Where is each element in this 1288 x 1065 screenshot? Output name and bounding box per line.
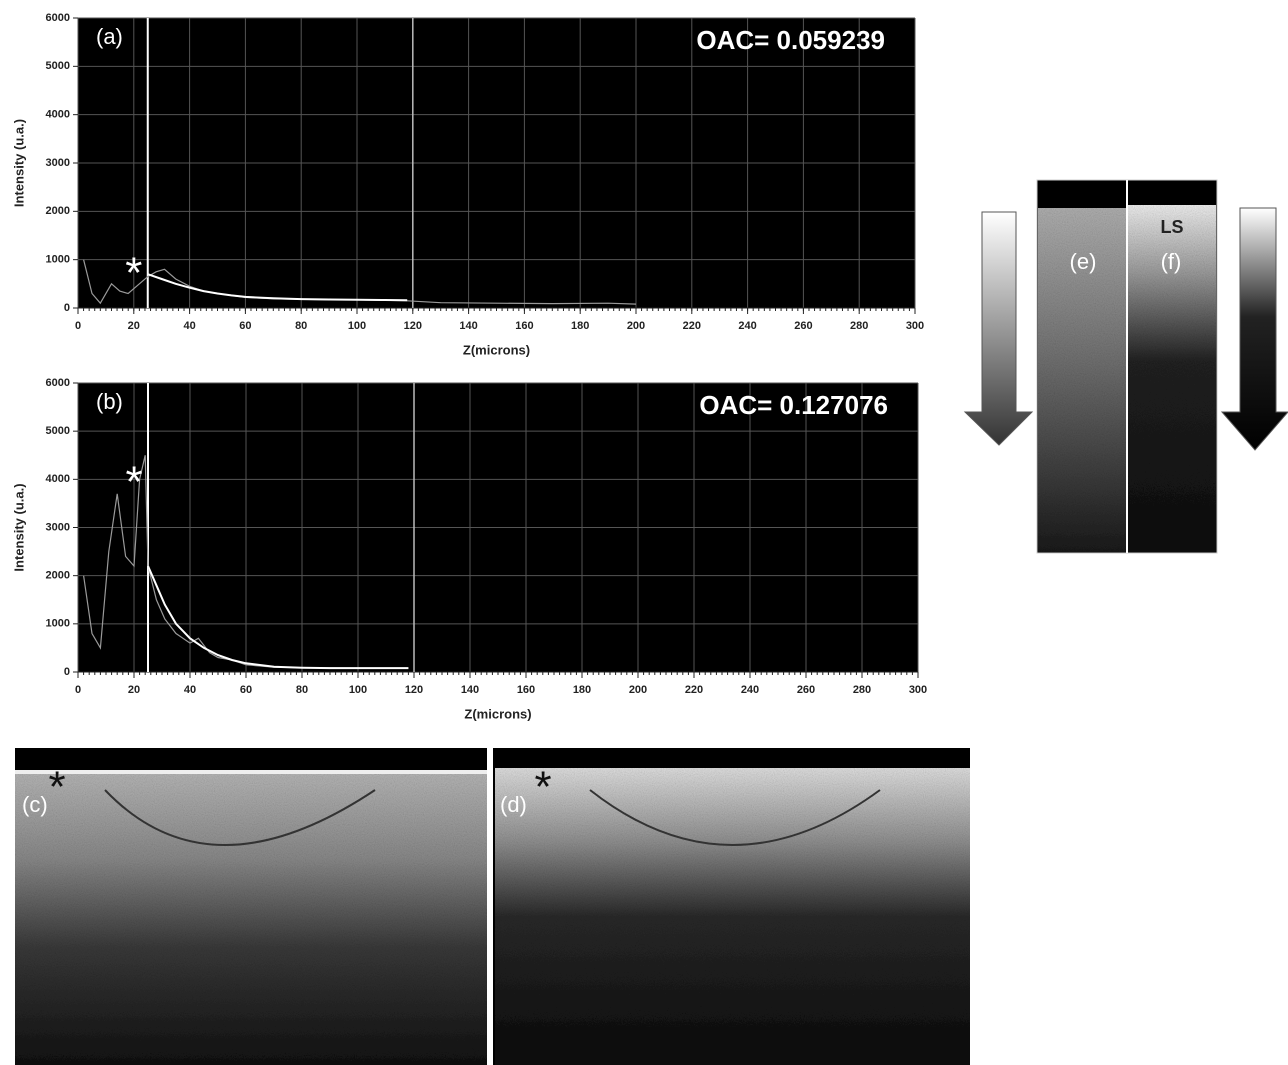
- panel-label: (d): [500, 792, 527, 817]
- y-tick-label: 4000: [46, 109, 70, 121]
- x-tick-label: 140: [461, 684, 479, 696]
- y-tick-label: 2000: [46, 570, 70, 582]
- x-tick-label: 80: [296, 684, 308, 696]
- x-tick-label: 80: [295, 320, 307, 332]
- x-axis-title: Z(microns): [464, 706, 531, 721]
- x-tick-label: 280: [850, 320, 868, 332]
- x-tick-label: 100: [348, 320, 366, 332]
- y-tick-label: 0: [64, 666, 70, 678]
- y-tick-label: 3000: [46, 157, 70, 169]
- x-tick-label: 120: [404, 320, 422, 332]
- panel-label: (f): [1161, 249, 1182, 274]
- x-tick-label: 160: [515, 320, 533, 332]
- y-tick-label: 1000: [46, 254, 70, 266]
- panel-label: (e): [1070, 249, 1097, 274]
- oct-image-d: (d) *: [493, 748, 970, 1065]
- x-tick-label: 300: [906, 320, 924, 332]
- x-tick-label: 200: [629, 684, 647, 696]
- marker: *: [48, 763, 65, 812]
- chart: 0 20 40 60 80 100 120 140 160 180 200 220 240 260 280 3…: [11, 12, 924, 358]
- x-tick-label: 240: [741, 684, 759, 696]
- y-tick-label: 5000: [46, 425, 70, 437]
- x-tick-label: 180: [573, 684, 591, 696]
- marker: *: [125, 458, 142, 507]
- arrow-left: [965, 212, 1032, 445]
- x-tick-label: 60: [239, 320, 251, 332]
- y-tick-label: 5000: [46, 60, 70, 72]
- x-tick-label: 20: [128, 320, 140, 332]
- x-tick-label: 120: [405, 684, 423, 696]
- annotation: OAC= 0.127076: [699, 390, 888, 420]
- y-tick-label: 2000: [46, 205, 70, 217]
- y-tick-label: 3000: [46, 521, 70, 533]
- arrow-right: [1222, 208, 1288, 450]
- x-tick-label: 0: [75, 320, 81, 332]
- chart: 0 20 40 60 80 100 120 140 160 180 200 220 240 260 280 3…: [11, 377, 927, 722]
- y-tick-label: 0: [64, 302, 70, 314]
- x-tick-label: 240: [738, 320, 756, 332]
- marker: *: [125, 249, 142, 298]
- x-tick-label: 160: [517, 684, 535, 696]
- x-tick-label: 40: [184, 684, 196, 696]
- y-axis-title: Intensity (u.a.): [11, 119, 26, 207]
- x-tick-label: 140: [459, 320, 477, 332]
- annotation: OAC= 0.059239: [696, 25, 885, 55]
- x-tick-label: 60: [240, 684, 252, 696]
- annotation: LS: [1160, 217, 1183, 237]
- panel-label: (b): [96, 389, 123, 414]
- panel-label: (c): [22, 792, 48, 817]
- y-tick-label: 6000: [46, 377, 70, 389]
- x-tick-label: 0: [75, 684, 81, 696]
- x-tick-label: 40: [183, 320, 195, 332]
- marker: *: [534, 763, 551, 812]
- x-tick-label: 220: [683, 320, 701, 332]
- oct-image-c: (c) *: [15, 748, 487, 1065]
- x-tick-label: 280: [853, 684, 871, 696]
- oct-image-e-f: (e) (f) LS: [1037, 180, 1217, 553]
- panel-label: (a): [96, 24, 123, 49]
- figure: (c) * (d) * (e) (f) LS 0 20 40 60 80 100 120 14…: [0, 0, 1288, 1065]
- x-tick-label: 260: [794, 320, 812, 332]
- x-tick-label: 300: [909, 684, 927, 696]
- y-axis-title: Intensity (u.a.): [11, 483, 26, 571]
- y-tick-label: 4000: [46, 473, 70, 485]
- y-tick-label: 6000: [46, 12, 70, 24]
- x-tick-label: 100: [349, 684, 367, 696]
- x-tick-label: 20: [128, 684, 140, 696]
- x-tick-label: 200: [627, 320, 645, 332]
- x-tick-label: 260: [797, 684, 815, 696]
- x-axis-title: Z(microns): [463, 342, 530, 357]
- x-tick-label: 180: [571, 320, 589, 332]
- y-tick-label: 1000: [46, 618, 70, 630]
- x-tick-label: 220: [685, 684, 703, 696]
